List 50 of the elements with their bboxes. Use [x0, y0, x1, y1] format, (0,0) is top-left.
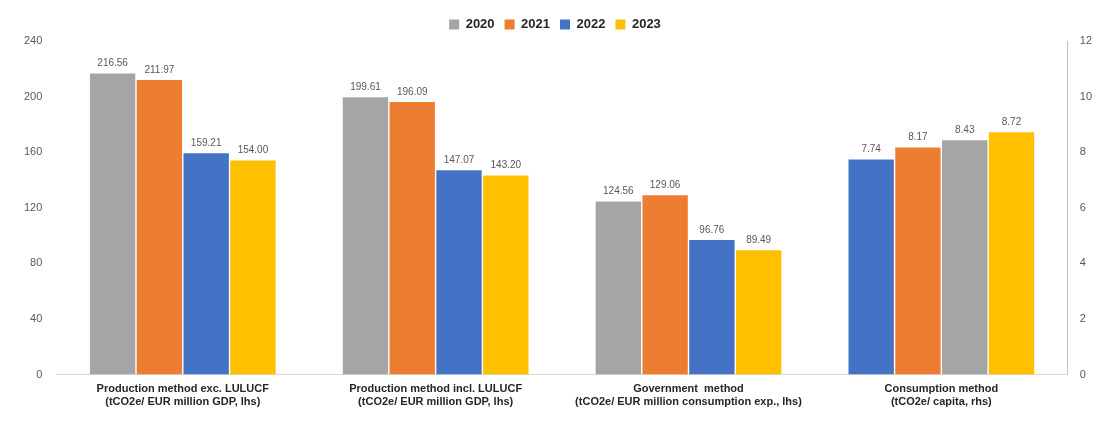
data-label: 7.74	[861, 143, 882, 155]
data-label: 147.07	[443, 153, 475, 165]
y-tick-label: 120	[23, 200, 43, 213]
bar	[735, 250, 782, 375]
y2-tick-label: 8	[1079, 145, 1086, 158]
y2-tick-label: 10	[1079, 89, 1093, 102]
bar	[183, 153, 229, 375]
bar	[436, 170, 482, 375]
x-tick-label: Production method incl. LULUCF (tCO2e/ EUR million GDP, lhs)	[349, 382, 523, 408]
data-label: 196.09	[396, 85, 428, 97]
legend-label: 2022	[576, 16, 606, 32]
legend-label: 2020	[465, 16, 495, 32]
y2-tick-label: 6	[1079, 200, 1086, 213]
data-label: 216.56	[97, 57, 129, 69]
bar	[389, 102, 435, 375]
bar	[136, 79, 183, 375]
y2-tick-label: 4	[1079, 256, 1086, 269]
data-label: 143.20	[490, 159, 522, 171]
bar	[230, 160, 276, 375]
y-tick-label: 160	[23, 145, 43, 158]
bar	[642, 195, 688, 375]
data-label: 8.17	[908, 131, 929, 143]
data-label: 211.97	[144, 63, 175, 75]
bar	[595, 201, 642, 375]
data-label: 159.21	[190, 137, 222, 149]
y2-tick-label: 2	[1079, 312, 1086, 325]
y-tick-label: 240	[23, 34, 43, 47]
x-tick-label: Production method exc. LULUCF (tCO2e/ EUR million GDP, lhs)	[96, 382, 270, 408]
bar	[483, 175, 529, 375]
data-label: 8.72	[1001, 115, 1022, 127]
bar	[689, 240, 735, 375]
y-tick-label: 40	[30, 312, 43, 325]
y2-tick-label: 0	[1079, 367, 1086, 380]
data-label: 96.76	[699, 223, 725, 235]
bar	[89, 73, 136, 375]
data-label: 89.49	[746, 233, 772, 245]
data-label: 154.00	[237, 144, 269, 156]
y-tick-label: 0	[36, 367, 43, 380]
legend-label: 2023	[631, 16, 661, 32]
legend-label: 2021	[521, 16, 550, 32]
y2-tick-label: 12	[1079, 34, 1093, 47]
x-tick-label: Consumption method (tCO2e/ capita, rhs)	[884, 382, 999, 408]
data-label: 124.56	[603, 185, 635, 197]
y-tick-label: 200	[23, 89, 43, 102]
data-label: 199.61	[350, 80, 382, 92]
data-label: 8.43	[954, 124, 975, 135]
y-tick-label: 80	[30, 256, 43, 269]
bar	[342, 97, 389, 375]
data-label: 129.06	[649, 178, 681, 190]
x-tick-label: Government method (tCO2e/ EUR million consumption exp., lhs)	[575, 382, 803, 408]
